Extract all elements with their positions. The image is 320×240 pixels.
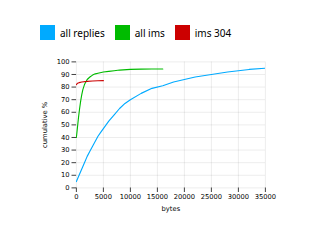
svg-text:0: 0 <box>74 193 78 201</box>
svg-text:90: 90 <box>61 71 70 79</box>
svg-text:25000: 25000 <box>201 193 222 201</box>
svg-text:15000: 15000 <box>147 193 168 201</box>
svg-text:20000: 20000 <box>174 193 195 201</box>
html-text:all replies: all replies <box>60 25 105 40</box>
svg-text:bytes: bytes <box>162 205 181 213</box>
svg-text:cumulative %: cumulative % <box>41 101 49 148</box>
svg-text:30: 30 <box>61 146 70 154</box>
svg-text:80: 80 <box>61 83 70 91</box>
html-text:ims 304: ims 304 <box>194 25 232 40</box>
svg-text:100: 100 <box>57 58 70 66</box>
svg-text:60: 60 <box>61 108 70 116</box>
svg-text:50: 50 <box>61 121 70 129</box>
html-text:all ims: all ims <box>134 25 165 40</box>
svg-text:35000: 35000 <box>255 193 276 201</box>
svg-text:30000: 30000 <box>228 193 249 201</box>
svg-text:10: 10 <box>61 171 70 179</box>
svg-text:5000: 5000 <box>95 193 112 201</box>
svg-text:10000: 10000 <box>120 193 141 201</box>
svg-text:40: 40 <box>61 134 70 142</box>
svg-text:70: 70 <box>61 96 70 104</box>
svg-text:20: 20 <box>61 159 70 167</box>
svg-text:0: 0 <box>65 184 69 192</box>
